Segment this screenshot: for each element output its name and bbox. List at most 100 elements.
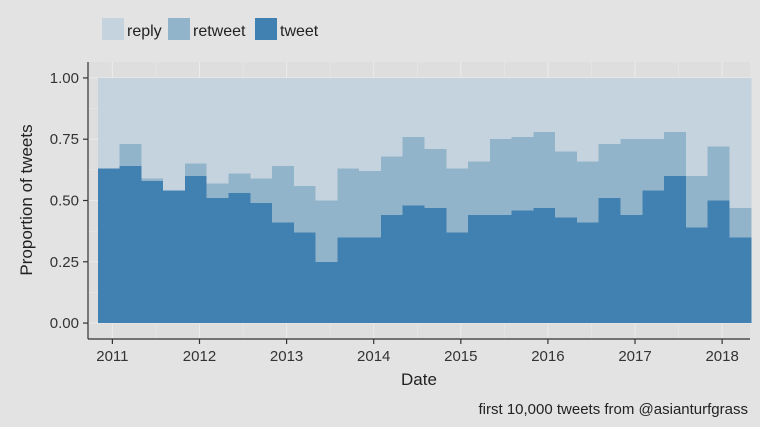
bar-tweet (576, 222, 600, 324)
x-tick-label: 2013 (270, 348, 303, 365)
legend: reply retweet tweet (102, 18, 319, 40)
bar-reply (359, 77, 382, 172)
bar-reply (97, 77, 121, 169)
x-tick-label: 2018 (705, 348, 738, 365)
bar-tweet (402, 205, 426, 324)
bar-reply (533, 77, 556, 132)
bar-retweet (272, 166, 295, 223)
bar-tweet (642, 190, 665, 324)
legend-label-tweet: tweet (280, 23, 319, 40)
bar-tweet (337, 237, 360, 324)
legend-key-reply (102, 18, 124, 40)
bar-retweet (446, 168, 469, 233)
x-tick-label: 2012 (183, 348, 216, 365)
bar-reply (337, 77, 360, 169)
bar-reply (642, 77, 665, 140)
bar-tweet (141, 180, 164, 324)
bar-reply (293, 77, 317, 186)
bar-tweet (206, 198, 230, 324)
bar-retweet (141, 178, 164, 181)
y-tick-label: 1.00 (50, 70, 79, 87)
bar-tweet (293, 232, 317, 324)
bar-retweet (642, 139, 665, 191)
bar-tweet (555, 217, 578, 324)
legend-key-tweet (255, 18, 277, 40)
bar-reply (119, 77, 142, 145)
caption: first 10,000 tweets from @asianturfgrass (478, 401, 748, 418)
bar-reply (729, 77, 752, 208)
bar-retweet (228, 173, 251, 194)
bar-reply (468, 77, 491, 162)
bar-retweet (707, 146, 730, 201)
bar-tweet (119, 166, 142, 324)
bar-tweet (424, 207, 447, 324)
bar-reply (620, 77, 643, 140)
bar-tweet (489, 215, 513, 324)
x-ticks: 2011 2012 2013 2014 2015 2016 2017 2018 (96, 339, 739, 365)
bar-retweet (664, 131, 687, 176)
bar-reply (446, 77, 469, 169)
bar-retweet (184, 163, 208, 176)
bar-tweet (250, 202, 273, 324)
bar-retweet (620, 139, 643, 216)
bar-reply (664, 77, 687, 132)
bar-retweet (380, 156, 404, 216)
bar-retweet (555, 151, 578, 218)
y-tick-label: 0.75 (50, 131, 79, 148)
bar-reply (184, 77, 208, 164)
bar-reply (402, 77, 426, 137)
bar-reply (250, 77, 273, 179)
bar-retweet (424, 149, 447, 208)
bar-tweet (707, 200, 730, 324)
bar-tweet (228, 193, 251, 324)
bar-reply (141, 77, 164, 179)
bar-tweet (446, 232, 469, 324)
bar-reply (163, 77, 186, 191)
y-tick-label: 0.00 (50, 315, 79, 332)
x-axis-title: Date (401, 370, 437, 389)
bar-retweet (576, 161, 600, 223)
bar-retweet (359, 171, 382, 238)
bar-reply (272, 77, 295, 167)
bar-reply (685, 77, 709, 176)
bar-retweet (337, 168, 360, 238)
legend-key-retweet (168, 18, 190, 40)
bar-tweet (272, 222, 295, 324)
bar-reply (576, 77, 600, 162)
bar-retweet (533, 131, 556, 208)
bar-retweet (598, 144, 622, 199)
bar-reply (228, 77, 251, 174)
bar-tweet (468, 215, 491, 324)
bar-tweet (359, 237, 382, 324)
legend-label-reply: reply (127, 23, 162, 40)
bar-tweet (685, 227, 709, 324)
x-tick-label: 2016 (531, 348, 564, 365)
bar-retweet (250, 178, 273, 203)
bar-tweet (184, 175, 208, 324)
bar-retweet (511, 136, 534, 211)
bar-reply (315, 77, 338, 201)
bar-tweet (163, 190, 186, 324)
bar-reply (424, 77, 447, 150)
bar-retweet (402, 136, 426, 206)
bar-retweet (119, 144, 142, 167)
bar-tweet (315, 261, 338, 324)
bars (97, 77, 752, 324)
bar-reply (555, 77, 578, 152)
bar-reply (489, 77, 513, 140)
x-tick-label: 2015 (444, 348, 477, 365)
bar-tweet (97, 168, 121, 324)
bar-tweet (533, 207, 556, 324)
bar-reply (511, 77, 534, 137)
bar-retweet (468, 161, 491, 216)
bar-retweet (729, 207, 752, 238)
bar-retweet (315, 200, 338, 262)
y-tick-label: 0.25 (50, 254, 79, 271)
bar-reply (206, 77, 230, 184)
y-tick-label: 0.50 (50, 193, 79, 210)
y-axis-title: Proportion of tweets (17, 124, 36, 275)
bar-reply (598, 77, 622, 145)
bar-retweet (685, 175, 709, 228)
x-tick-label: 2014 (357, 348, 390, 365)
